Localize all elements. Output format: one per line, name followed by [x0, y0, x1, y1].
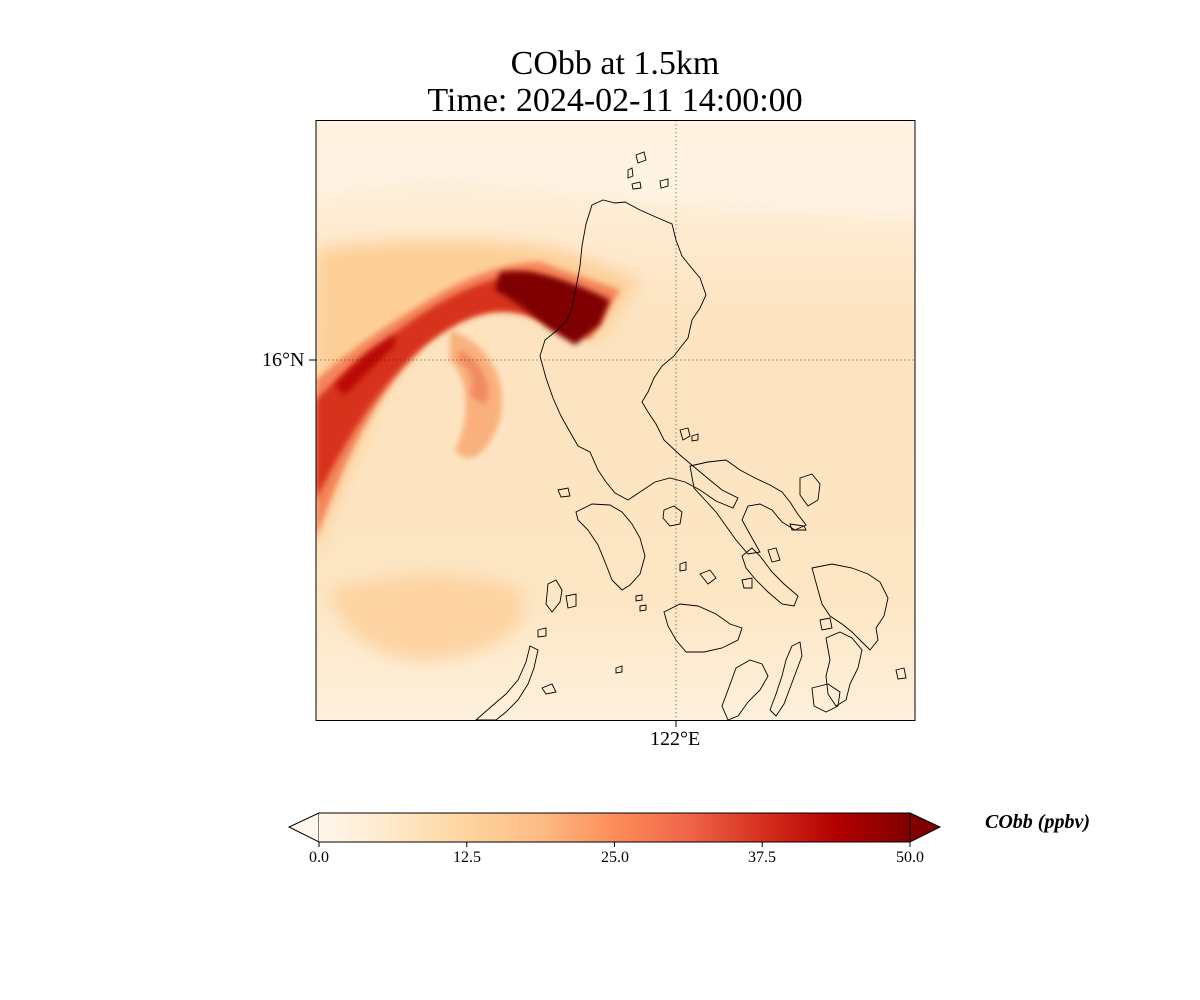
coastline-islet-4	[631, 181, 642, 190]
lon-tick-label: 122°E	[650, 728, 701, 750]
coastline-islet-7	[635, 594, 643, 602]
coastline-samar	[811, 563, 889, 651]
coastline-islet-11	[537, 627, 547, 638]
coastline-marinduque	[662, 505, 683, 527]
colorbar-tick-label: 12.5	[453, 849, 481, 866]
coastline-mindoro	[575, 503, 646, 591]
coastline-islet-9	[615, 665, 623, 674]
coastline-islet-8	[639, 604, 647, 612]
coastline-polillo-2	[691, 433, 699, 442]
colorbar-tick-label: 0.0	[309, 849, 329, 866]
map-frame	[315, 120, 916, 721]
coastline-lubang	[557, 487, 571, 498]
coastline-islet-1	[635, 151, 647, 164]
coastline-busuanga	[565, 593, 577, 609]
coastline-islet-6	[679, 561, 687, 572]
coastline-burias	[767, 547, 781, 563]
colorbar-gradient	[319, 813, 910, 842]
coastline-islet-2	[627, 167, 634, 179]
coastline-bohol	[811, 683, 841, 713]
coastline-calamian	[545, 579, 563, 613]
map-title: CObb at 1.5km	[510, 45, 720, 82]
colorbar-extend-min	[287, 812, 320, 843]
coastline-masbate	[741, 547, 799, 607]
coastline-leyte	[825, 631, 863, 707]
colorbar-tick-label: 37.5	[748, 849, 776, 866]
map-subtitle-time: Time: 2024-02-11 14:00:00	[427, 82, 803, 119]
coastline-bicol	[689, 459, 807, 555]
coastline-catanduanes	[799, 473, 821, 507]
coastline-cebu	[769, 641, 803, 717]
gridlines	[316, 120, 915, 720]
coastline-tablas	[699, 569, 717, 585]
coastline-islet-5	[819, 617, 833, 631]
coastline-islet-10	[895, 667, 907, 680]
colorbar-extend-max	[909, 812, 942, 843]
colorbar-label: CObb (ppbv)	[985, 811, 1090, 833]
coastline-sibuyan	[741, 577, 753, 589]
concentration-field	[316, 120, 915, 720]
lat-tick-label: 16°N	[262, 349, 305, 371]
coastline-negros	[721, 659, 769, 720]
colorbar-tick-label: 50.0	[896, 849, 924, 866]
coastline-islet-12	[541, 683, 557, 695]
coastline-polillo	[679, 427, 691, 441]
colorbar	[287, 812, 942, 847]
coastline-ticao	[789, 523, 807, 531]
coastline-islet-3	[659, 178, 669, 189]
coastline-palawan	[475, 645, 539, 720]
colorbar-tick-label: 25.0	[601, 849, 629, 866]
